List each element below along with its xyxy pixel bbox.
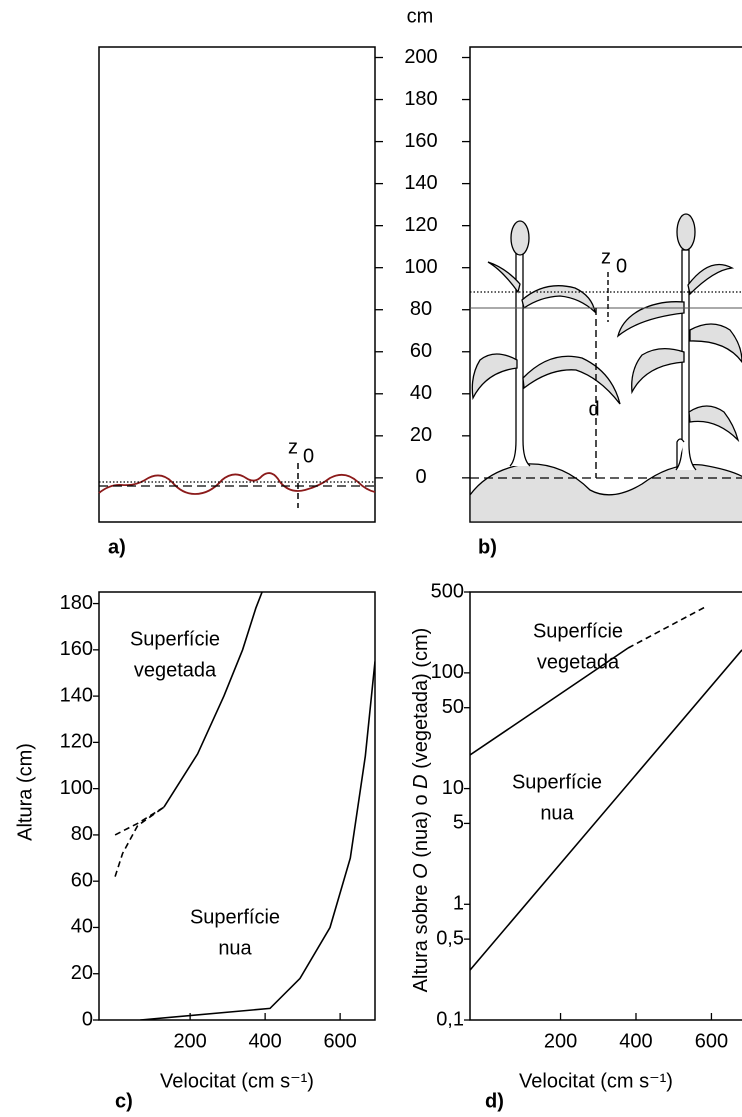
y-tick-label: 10: [442, 777, 464, 799]
y-tick-label: 160: [404, 130, 437, 152]
panel-c-frame: [98, 591, 376, 1021]
x-tick-label: 400: [619, 1030, 652, 1052]
y-tick-label: 120: [60, 731, 93, 753]
profile-line: [470, 649, 742, 971]
x-tick-label: 600: [695, 1030, 728, 1052]
y-tick-label: 100: [431, 661, 464, 683]
panel-a-frame: [98, 46, 376, 523]
panel-d-frame: [469, 591, 742, 1021]
y-tick-label: 100: [60, 777, 93, 799]
plot-area: [114, 592, 375, 1020]
panel-label: a): [108, 536, 126, 558]
y-tick-label: 140: [404, 172, 437, 194]
panel-label: c): [115, 1090, 133, 1112]
y-tick-label: 0: [82, 1008, 93, 1030]
y-tick-label: 140: [60, 684, 93, 706]
y-tick-label: 160: [60, 638, 93, 660]
panel-label: b): [478, 536, 497, 558]
panel-label: d): [485, 1090, 504, 1112]
y-tick-label: 180: [404, 88, 437, 110]
d-label: d: [588, 398, 599, 420]
plot-area: [470, 606, 742, 971]
y-axis-label: Altura sobre O (nua) o D (vegetada) (cm): [410, 628, 432, 993]
dashed-profile: [627, 606, 706, 649]
axis-unit: cm: [407, 5, 434, 27]
curve-label: Superfície: [190, 906, 280, 928]
y-tick-label: 80: [410, 298, 432, 320]
x-tick-label: 200: [173, 1030, 206, 1052]
y-tick-label: 100: [404, 256, 437, 278]
y-tick-label: 1: [453, 893, 464, 915]
y-axis-label-part: D: [410, 774, 432, 788]
curve-label: vegetada: [134, 659, 217, 681]
x-axis-label: Velocitat (cm s⁻¹): [160, 1070, 314, 1092]
x-tick-label: 600: [323, 1030, 356, 1052]
x-axis-label: Velocitat (cm s⁻¹): [519, 1070, 673, 1092]
z0-label: z: [288, 436, 298, 458]
y-tick-label: 20: [71, 962, 93, 984]
y-axis-label-part: (vegetada) (cm): [410, 628, 432, 775]
z0-label: z: [601, 246, 611, 268]
z0-subscript: 0: [303, 445, 314, 467]
y-tick-label: 500: [431, 580, 464, 602]
y-tick-label: 50: [442, 696, 464, 718]
curve-label: Superfície: [130, 628, 220, 650]
y-axis-label-part: (nua) o: [410, 789, 432, 863]
y-tick-label: 180: [60, 592, 93, 614]
x-tick-label: 400: [248, 1030, 281, 1052]
profile-line: [470, 647, 629, 756]
bare-surface: [98, 472, 376, 495]
y-tick-label: 200: [404, 46, 437, 68]
y-tick-label: 0,1: [436, 1008, 464, 1030]
dashed-profile: [114, 806, 165, 877]
curve-label: nua: [540, 802, 574, 824]
x-tick-label: 200: [544, 1030, 577, 1052]
y-tick-label: 60: [410, 340, 432, 362]
y-tick-label: 80: [71, 823, 93, 845]
profile-line: [140, 661, 375, 1020]
y-tick-label: 40: [71, 916, 93, 938]
y-tick-label: 40: [410, 382, 432, 404]
y-tick-label: 20: [410, 424, 432, 446]
curve-label: vegetada: [537, 651, 620, 673]
y-axis-label-part: O: [410, 863, 432, 879]
curve-label: nua: [218, 937, 252, 959]
y-tick-label: 5: [453, 812, 464, 834]
y-tick-label: 0: [415, 466, 426, 488]
y-axis-label-part: Altura sobre: [410, 879, 432, 992]
y-tick-label: 0,5: [436, 927, 464, 949]
curve-label: Superfície: [512, 771, 602, 793]
y-tick-label: 60: [71, 869, 93, 891]
z0-subscript: 0: [616, 255, 627, 277]
dashed-profile: [114, 806, 165, 836]
y-axis-label: Altura (cm): [14, 743, 36, 841]
curve-label: Superfície: [533, 620, 623, 642]
profile-line: [163, 592, 263, 808]
y-tick-label: 120: [404, 214, 437, 236]
